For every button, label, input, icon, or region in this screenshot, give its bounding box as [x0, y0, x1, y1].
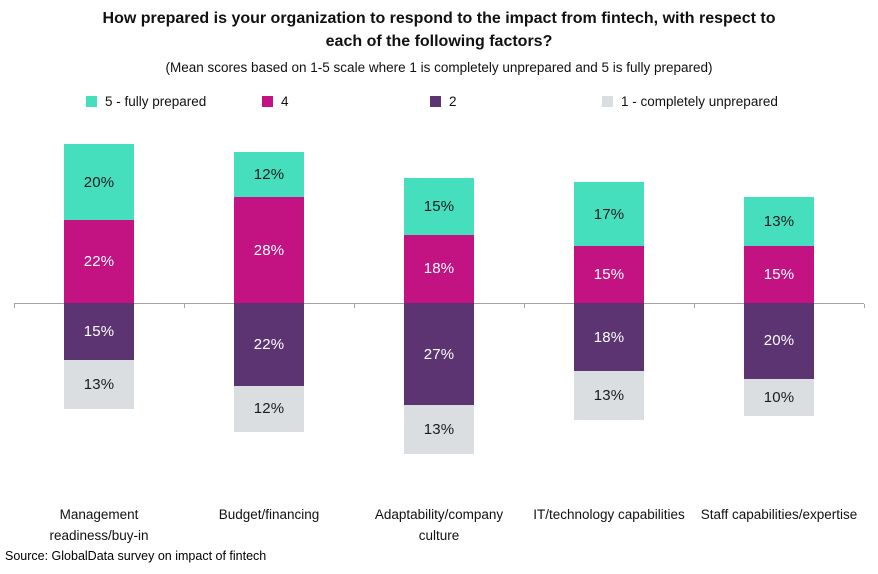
segment-value-label: 17%: [593, 205, 625, 223]
bar-segment: 27%: [404, 303, 474, 406]
chart-subtitle: (Mean scores based on 1-5 scale where 1 …: [165, 60, 713, 75]
axis-tick: [354, 304, 355, 308]
segment-value-label: 22%: [253, 336, 285, 354]
axis-tick: [184, 304, 185, 308]
legend-label: 5 - fully prepared: [105, 94, 207, 109]
segment-value-label: 27%: [423, 345, 455, 363]
bar-segment: 22%: [64, 219, 134, 303]
segment-value-label: 15%: [593, 266, 625, 284]
bar-segment: 12%: [234, 151, 304, 198]
source-note: Source: GlobalData survey on impact of f…: [5, 549, 267, 563]
legend-item: 5 - fully prepared: [86, 94, 206, 109]
bar-segment: 15%: [404, 178, 474, 235]
bar-segment: 20%: [64, 144, 134, 220]
bar-segment: 15%: [574, 246, 644, 303]
category-label: Management readiness/buy-in: [49, 507, 149, 543]
segment-value-label: 12%: [253, 400, 285, 418]
legend-item: 4: [262, 94, 289, 109]
segment-value-label: 12%: [253, 165, 285, 183]
segment-value-label: 15%: [83, 322, 115, 340]
category-label: IT/technology capabilities: [533, 507, 685, 522]
axis-tick: [694, 304, 695, 308]
axis-tick: [14, 304, 15, 308]
category-label: Adaptability/company culture: [374, 507, 504, 543]
bar-segment: 12%: [234, 386, 304, 432]
bar-segment: 17%: [574, 182, 644, 247]
legend-swatch-icon: [86, 96, 97, 107]
segment-value-label: 13%: [423, 421, 455, 439]
segment-value-label: 20%: [83, 173, 115, 191]
bar-segment: 15%: [744, 246, 814, 303]
segment-value-label: 13%: [763, 213, 795, 231]
legend-label: 2: [449, 94, 457, 109]
chart-title-text: How prepared is your organization to res…: [102, 10, 776, 50]
segment-value-label: 18%: [593, 328, 625, 346]
category-label: Budget/financing: [218, 507, 320, 522]
bar-segment: 28%: [234, 197, 304, 303]
segment-value-label: 20%: [763, 332, 795, 350]
legend-swatch-icon: [602, 96, 613, 107]
bar-segment: 13%: [744, 197, 814, 247]
axis-tick: [864, 304, 865, 308]
bar-segment: 13%: [64, 359, 134, 409]
chart-title: How prepared is your organization to res…: [0, 7, 878, 53]
axis-tick: [524, 304, 525, 308]
bar-segment: 20%: [744, 303, 814, 379]
legend-label: 1 - completely unprepared: [621, 94, 778, 109]
legend-item: 1 - completely unprepared: [602, 94, 778, 109]
segment-value-label: 15%: [763, 266, 795, 284]
segment-value-label: 22%: [83, 252, 115, 270]
category-label: Staff capabilities/expertise: [700, 507, 858, 522]
legend-swatch-icon: [430, 96, 441, 107]
segment-value-label: 13%: [593, 387, 625, 405]
legend-swatch-icon: [262, 96, 273, 107]
bar-segment: 22%: [234, 303, 304, 387]
bar-segment: 18%: [404, 234, 474, 303]
segment-value-label: 13%: [83, 375, 115, 393]
segment-value-label: 15%: [423, 198, 455, 216]
bar-segment: 15%: [64, 303, 134, 360]
segment-value-label: 10%: [763, 388, 795, 406]
segment-value-label: 28%: [253, 241, 285, 259]
bar-segment: 18%: [574, 303, 644, 372]
bar-segment: 10%: [744, 378, 814, 417]
bar-segment: 13%: [404, 405, 474, 455]
segment-value-label: 18%: [423, 260, 455, 278]
legend-item: 2: [430, 94, 457, 109]
bar-segment: 13%: [574, 371, 644, 421]
legend-label: 4: [281, 94, 289, 109]
